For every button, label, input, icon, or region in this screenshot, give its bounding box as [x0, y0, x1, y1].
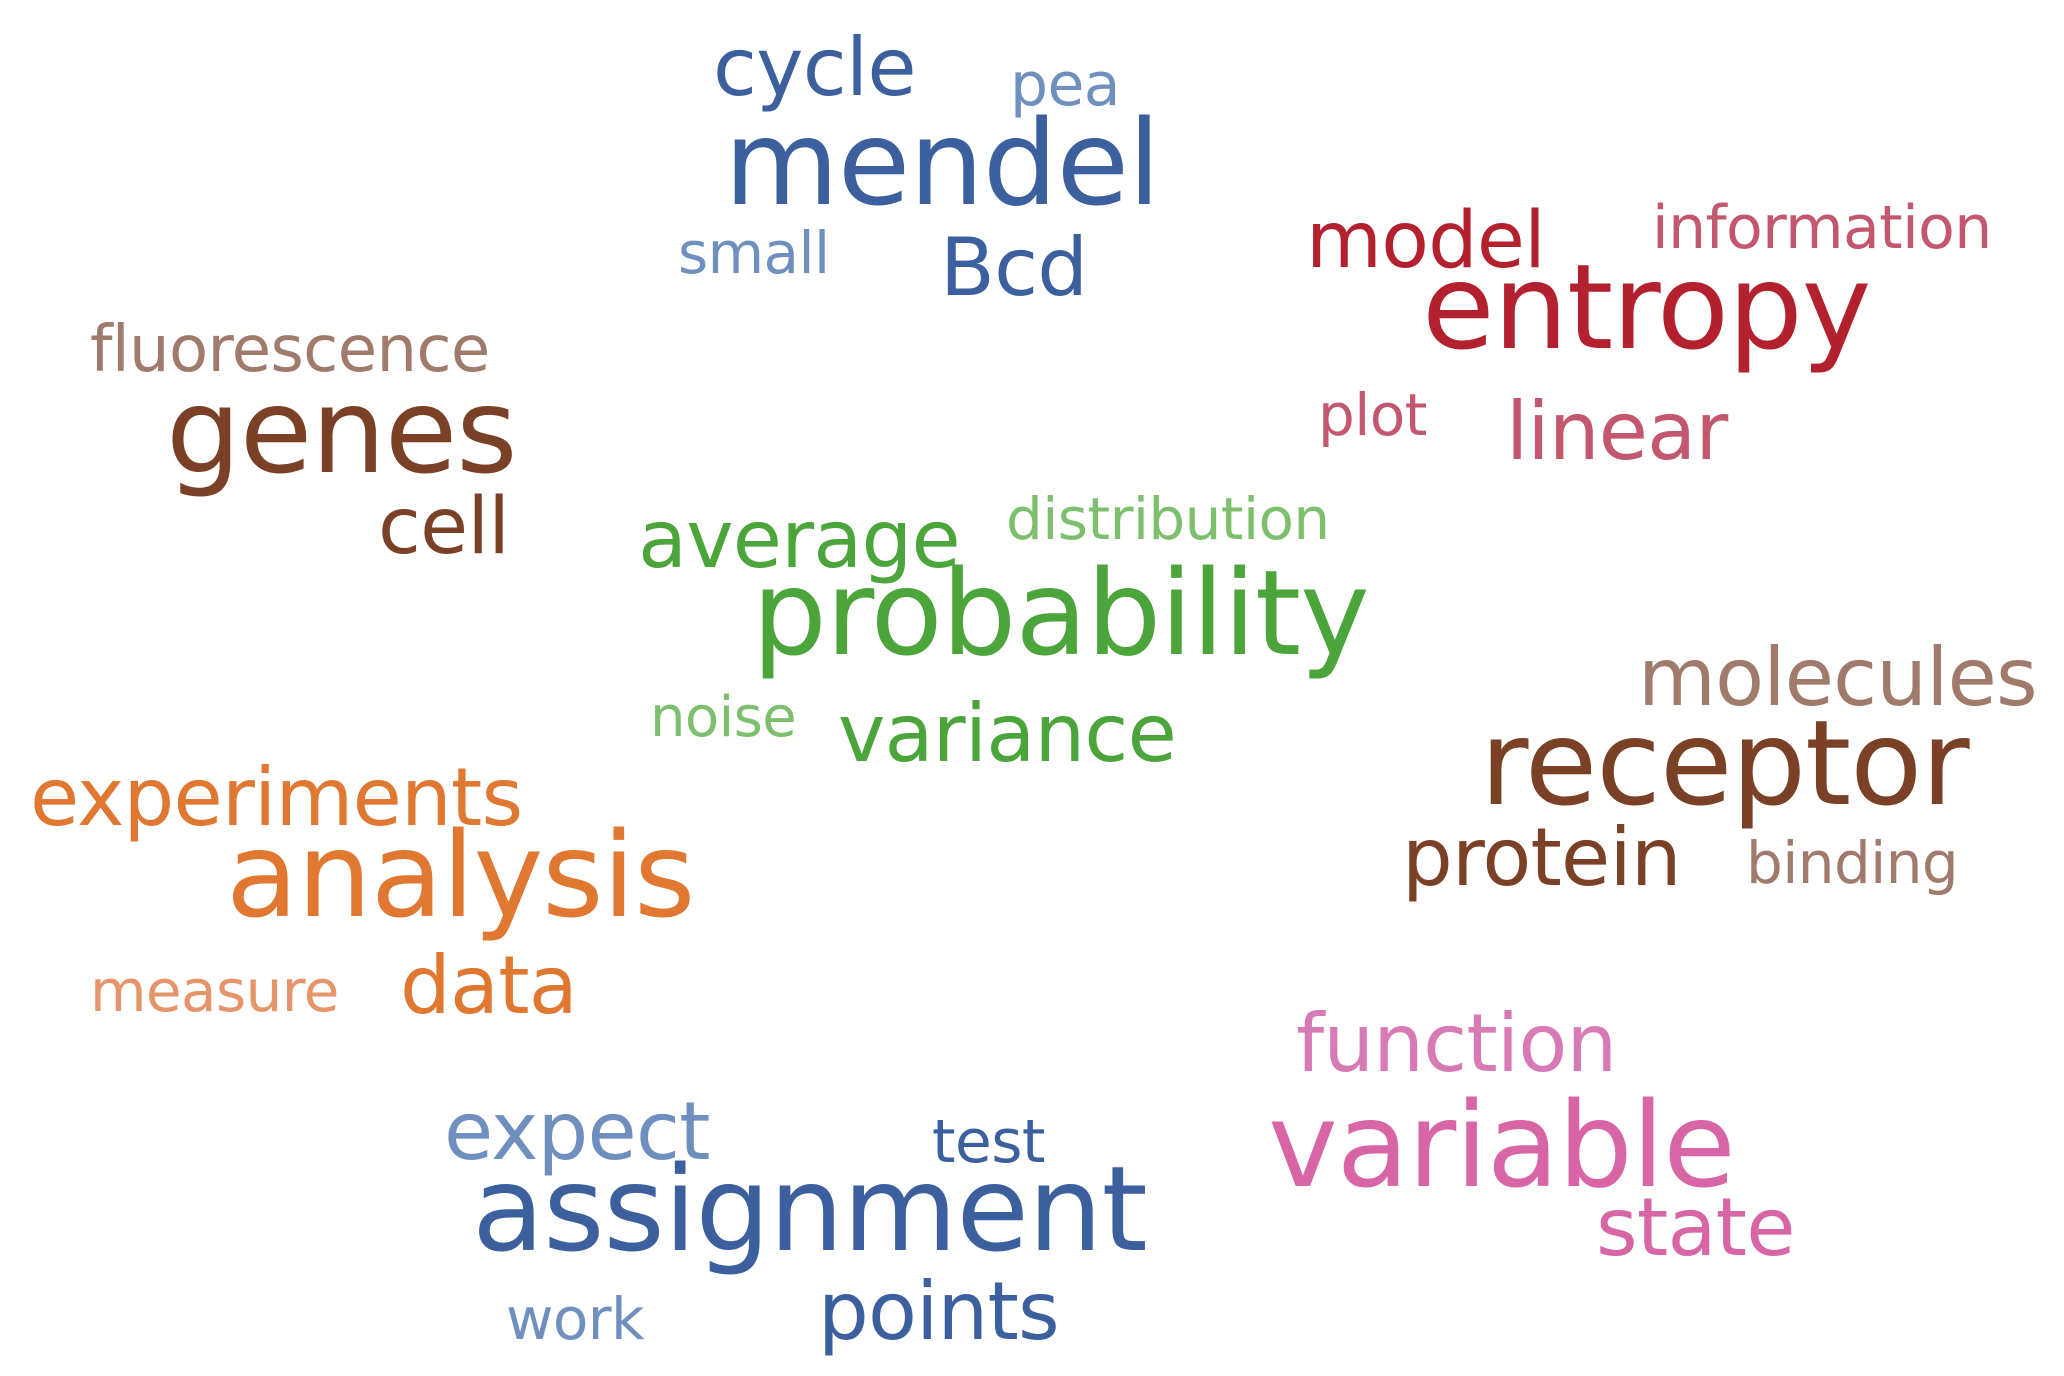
word-noise: noise — [650, 685, 797, 750]
word-points: points — [818, 1265, 1060, 1358]
word-mendel: mendel — [724, 94, 1161, 232]
word-plot: plot — [1318, 381, 1427, 449]
word-cycle: cycle — [713, 21, 917, 114]
word-data: data — [400, 939, 578, 1032]
word-cell: cell — [378, 482, 510, 572]
word-genes: genes — [166, 362, 518, 500]
word-protein: protein — [1402, 811, 1682, 904]
word-test: test — [932, 1107, 1045, 1177]
word-expect: expect — [444, 1085, 711, 1178]
word-analysis: analysis — [226, 806, 696, 944]
word-molecules: molecules — [1638, 631, 2038, 724]
word-assignment: assignment — [472, 1140, 1148, 1278]
word-probability: probability — [752, 544, 1370, 682]
word-model: model — [1306, 196, 1546, 286]
word-distribution: distribution — [1006, 485, 1330, 553]
word-experiments: experiments — [30, 751, 523, 844]
word-linear: linear — [1506, 385, 1728, 478]
word-variance: variance — [838, 687, 1177, 780]
word-average: average — [638, 493, 961, 586]
word-variable: variable — [1268, 1076, 1736, 1214]
word-fluorescence: fluorescence — [90, 313, 490, 387]
word-work: work — [506, 1285, 645, 1353]
word-small: small — [678, 219, 830, 287]
word-information: information — [1652, 193, 1992, 263]
word-binding: binding — [1746, 829, 1959, 897]
word-function: function — [1296, 997, 1617, 1090]
word-measure: measure — [90, 957, 339, 1025]
word-pea: pea — [1010, 50, 1121, 120]
word-entropy: entropy — [1422, 238, 1871, 376]
word-receptor: receptor — [1480, 694, 1970, 832]
word-state: state — [1596, 1181, 1795, 1274]
word-bcd: Bcd — [940, 221, 1088, 314]
